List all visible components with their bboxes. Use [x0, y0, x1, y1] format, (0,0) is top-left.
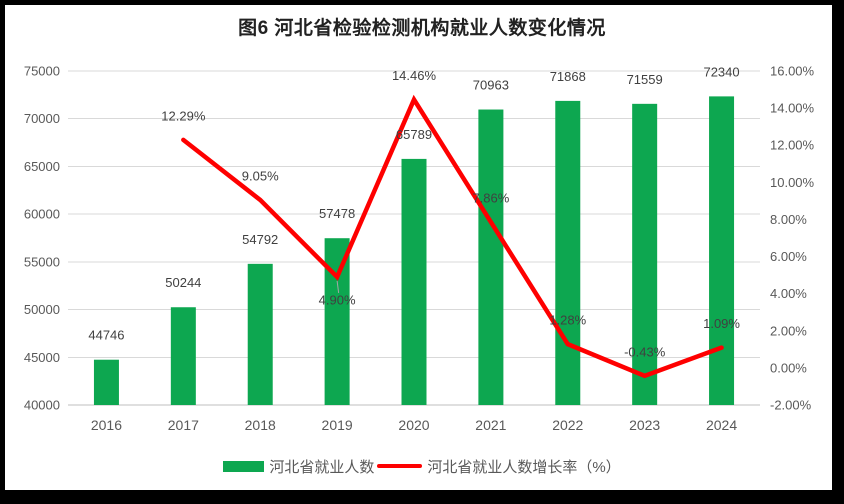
legend: 河北省就业人数 河北省就业人数增长率（%） — [0, 455, 844, 477]
bar-data-label: 65789 — [396, 127, 432, 142]
frame-border-bottom — [0, 490, 844, 504]
left-axis-tick-label: 65000 — [24, 159, 60, 174]
bar-data-label: 44746 — [88, 328, 124, 343]
chart-title: 图6 河北省检验检测机构就业人数变化情况 — [238, 18, 606, 39]
right-axis-tick-label: 10.00% — [770, 175, 815, 190]
left-axis-tick-label: 40000 — [24, 398, 60, 413]
x-axis-category-label: 2023 — [629, 417, 660, 433]
growth-line — [181, 94, 724, 379]
line-data-label: 4.90% — [319, 292, 356, 307]
x-axis-category-label: 2020 — [398, 417, 429, 433]
left-axis-tick-label: 55000 — [24, 254, 60, 269]
bar-data-label: 57478 — [319, 206, 355, 221]
legend-label: 河北省就业人数增长率（%） — [427, 458, 621, 476]
x-axis-category-label: 2024 — [706, 417, 737, 433]
x-axis-category-label: 2021 — [475, 417, 506, 433]
legend-label: 河北省就业人数 — [269, 458, 375, 476]
bar — [555, 100, 581, 405]
left-axis-tick-label: 45000 — [24, 350, 60, 365]
frame-border-right — [832, 0, 844, 504]
x-axis-category-label: 2022 — [552, 417, 583, 433]
legend-bar-swatch — [223, 460, 265, 472]
right-axis-tick-label: 8.00% — [770, 212, 807, 227]
line-data-label: 1.28% — [549, 313, 586, 328]
label-leader-line — [336, 280, 340, 294]
x-axis-category-label: 2019 — [322, 417, 353, 433]
right-axis-tick-label: 6.00% — [770, 249, 807, 264]
line-data-label: 9.05% — [242, 168, 279, 183]
left-axis-tick-label: 50000 — [24, 302, 60, 317]
right-axis-tick-label: 0.00% — [770, 360, 807, 375]
legend-item: 河北省就业人数增长率（%） — [377, 456, 621, 477]
bar-data-label: 50244 — [165, 275, 201, 290]
bar — [247, 263, 273, 405]
left-axis-tick-label: 60000 — [24, 207, 60, 222]
right-axis-tick-label: 16.00% — [770, 64, 815, 79]
legend-line-swatch — [377, 463, 423, 469]
bar — [324, 238, 350, 405]
line-data-label: -0.43% — [624, 344, 666, 359]
bar — [170, 307, 196, 405]
right-axis-tick-label: 14.00% — [770, 101, 815, 116]
line-data-label: 1.09% — [703, 316, 740, 331]
line-data-label: 7.86% — [472, 191, 509, 206]
bar — [478, 109, 504, 406]
frame-border-top — [0, 0, 844, 5]
left-axis-tick-label: 75000 — [24, 64, 60, 79]
line-data-label: 12.29% — [161, 108, 206, 123]
x-axis-category-label: 2018 — [245, 417, 276, 433]
frame-border-left — [0, 0, 5, 504]
right-axis-tick-label: 4.00% — [770, 286, 807, 301]
x-axis-category-label: 2017 — [168, 417, 199, 433]
bar — [709, 96, 735, 405]
x-axis-category-label: 2016 — [91, 417, 122, 433]
right-axis-tick-label: 2.00% — [770, 323, 807, 338]
right-axis-tick-label: -2.00% — [770, 398, 812, 413]
bar-data-label: 54792 — [242, 232, 278, 247]
bar-data-label: 71868 — [550, 69, 586, 84]
legend-item: 河北省就业人数 — [223, 456, 374, 477]
bar-data-label: 70963 — [473, 78, 509, 93]
bar-data-label: 72340 — [703, 64, 739, 79]
bar — [632, 103, 658, 405]
bar — [401, 158, 427, 405]
line-data-label: 14.46% — [392, 68, 437, 83]
bar-data-label: 71559 — [627, 72, 663, 87]
right-axis-tick-label: 12.00% — [770, 138, 815, 153]
left-axis-tick-label: 70000 — [24, 111, 60, 126]
bar — [93, 359, 119, 405]
